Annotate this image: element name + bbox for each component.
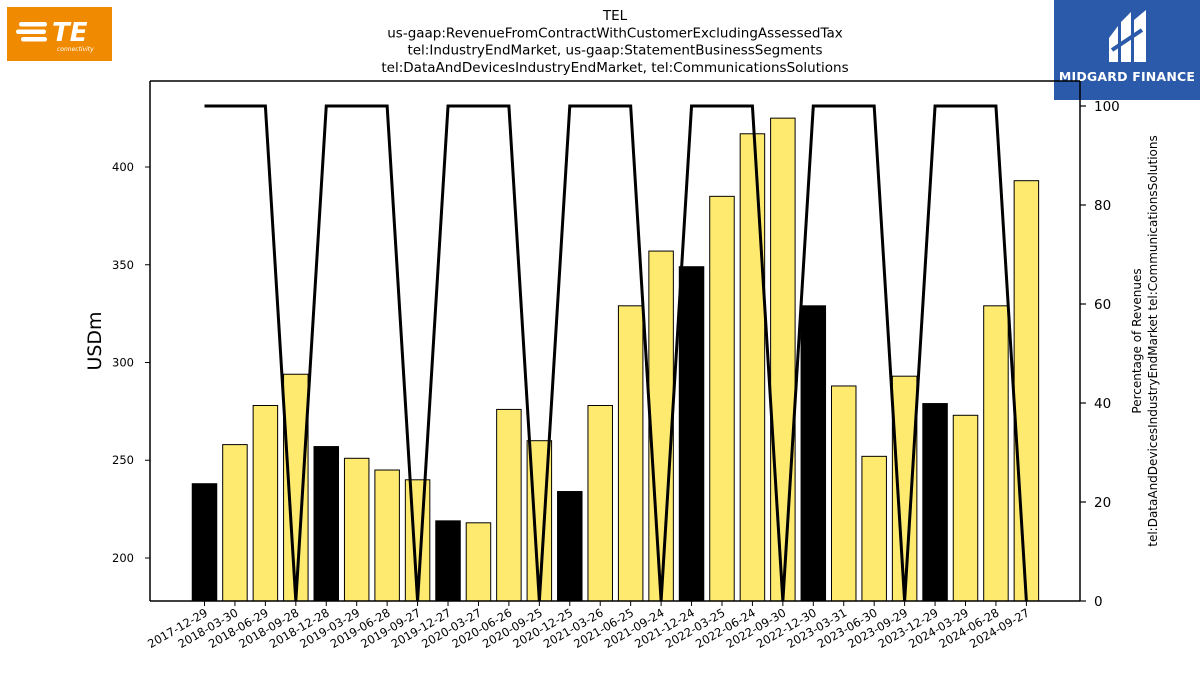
bar [983, 305, 1009, 602]
bar [617, 305, 644, 602]
bar [709, 195, 735, 602]
bar [283, 373, 309, 602]
chart-title: TELus-gaap:RevenueFromContractWithCustom… [381, 8, 848, 76]
bar [252, 405, 279, 602]
bar [678, 266, 705, 602]
bar [952, 414, 979, 602]
bar [313, 446, 340, 602]
y-right-axis-label-line: Percentage of Revenues [1130, 268, 1144, 413]
y-right-tick-label: 60 [1094, 297, 1111, 313]
percentage-line [204, 104, 1028, 602]
chart-title-line: tel:IndustryEndMarket, us-gaap:Statement… [407, 43, 822, 59]
bar [465, 522, 492, 602]
y-right-tick-label: 20 [1094, 495, 1111, 511]
y-tick-label: 250 [112, 453, 134, 467]
y-tick-label: 350 [112, 258, 134, 272]
bar [739, 133, 766, 602]
bar [587, 405, 613, 602]
midgard-finance-logo: MIDGARD FINANCE [1054, 0, 1200, 100]
bars [191, 117, 1040, 602]
bar [374, 469, 400, 602]
y-axis-label: USDm [84, 311, 106, 370]
bar [435, 520, 461, 602]
bar [800, 305, 827, 602]
bar [770, 117, 796, 602]
bar [557, 491, 583, 602]
bar [343, 457, 370, 602]
bar [648, 250, 674, 602]
y-right-tick-label: 0 [1094, 594, 1103, 610]
bar [222, 444, 248, 602]
y-right-tick-label: 100 [1094, 99, 1120, 115]
bar [191, 483, 218, 602]
svg-text:connectivity: connectivity [57, 46, 94, 53]
chart-title-line: TEL [602, 8, 628, 24]
bar [861, 455, 887, 602]
y-tick-label: 400 [112, 160, 134, 174]
svg-text:TE: TE [52, 18, 88, 48]
y-axis-labels: USDm Percentage of Revenues tel:DataAndDev… [84, 135, 1160, 547]
chart-title-line: us-gaap:RevenueFromContractWithCustomerE… [387, 25, 843, 41]
chart-title-line: tel:DataAndDevicesIndustryEndMarket, tel… [381, 60, 848, 76]
bar [922, 403, 948, 602]
y-right-tick-label: 40 [1094, 396, 1111, 412]
y-tick-label: 200 [112, 551, 134, 565]
bar [830, 385, 857, 602]
y-right-tick-label: 80 [1094, 198, 1111, 214]
te-connectivity-logo: TE connectivity [7, 7, 112, 61]
bar [891, 375, 918, 602]
y-right-axis-label-line: tel:DataAndDevicesIndustryEndMarket tel:… [1146, 135, 1160, 547]
bar [1013, 180, 1040, 602]
percentage-line-group [204, 104, 1028, 602]
bar [496, 408, 522, 602]
y-tick-label: 300 [112, 356, 134, 370]
